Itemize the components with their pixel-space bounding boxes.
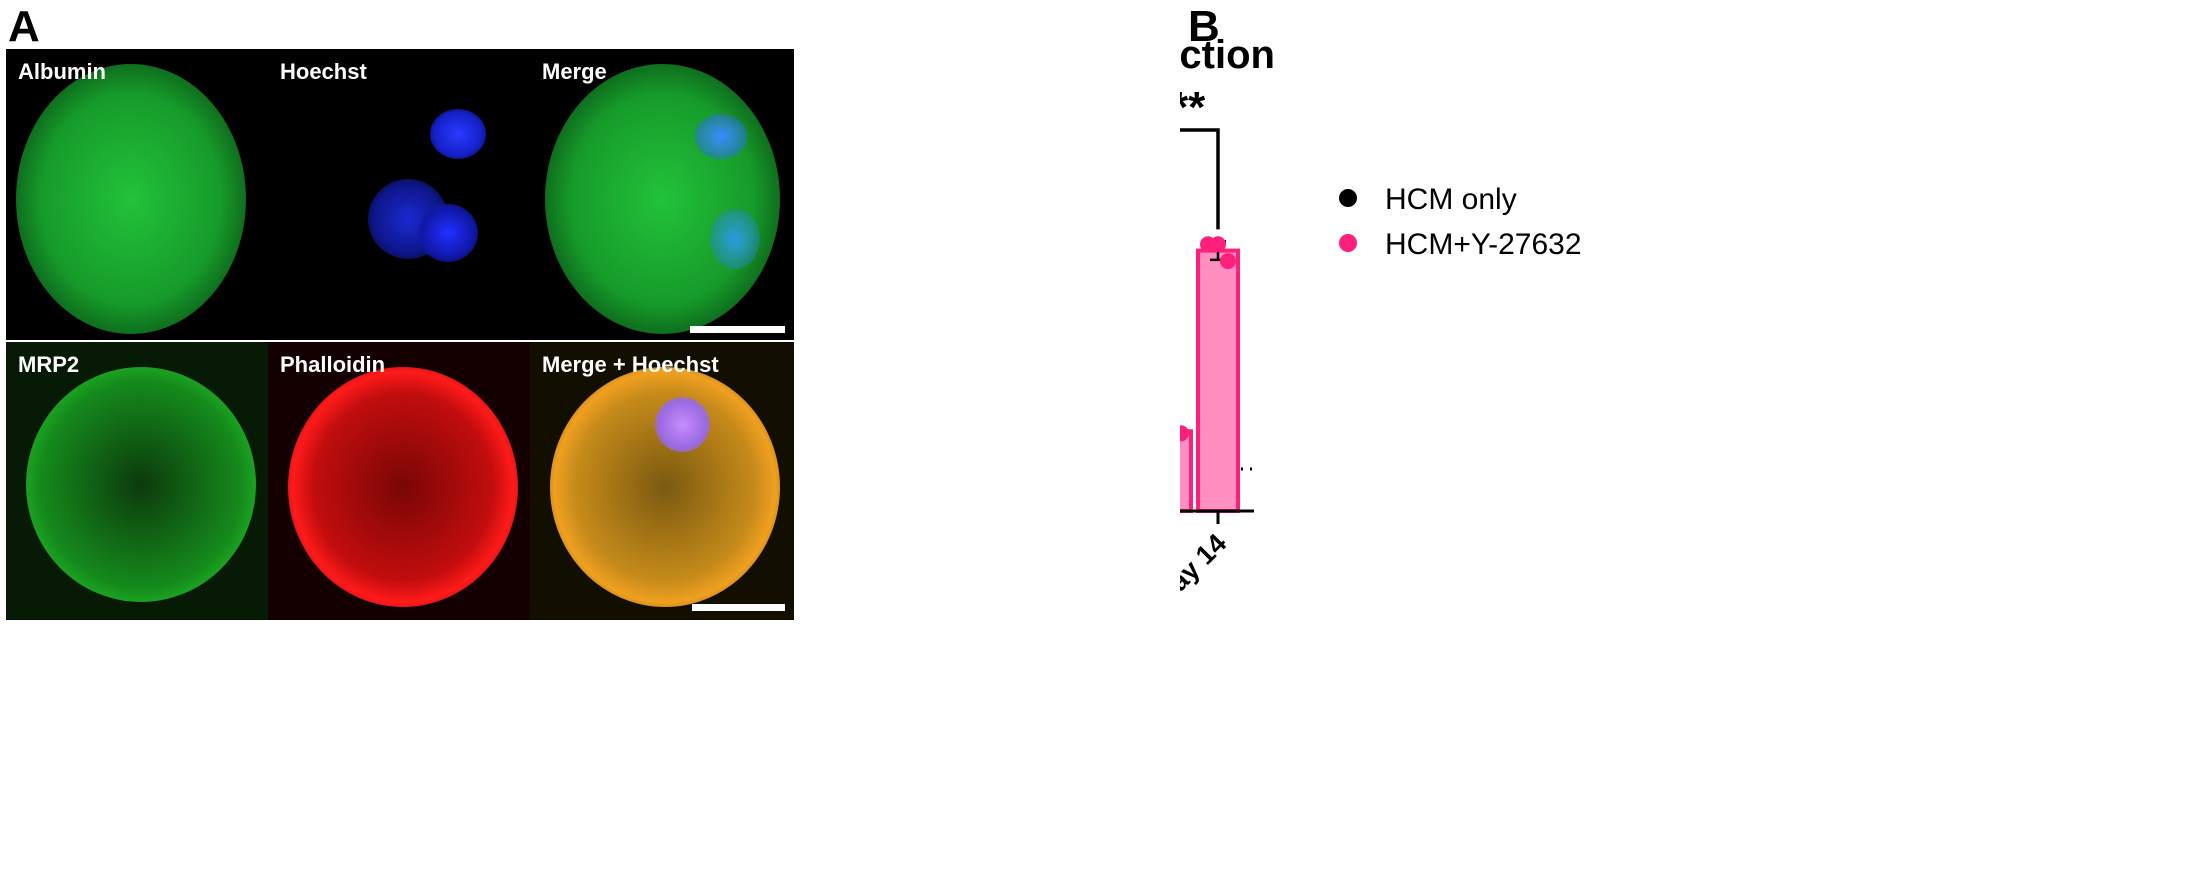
merge-hoechst-micrograph: Merge + Hoechst <box>530 342 794 620</box>
legend-label: HCM+Y-27632 <box>1385 228 1582 261</box>
micrograph-label: Merge + Hoechst <box>542 352 719 377</box>
legend-marker <box>1339 234 1357 252</box>
bar <box>1196 248 1240 513</box>
significance-label: **** <box>1180 83 1206 132</box>
panel-b-letter: B <box>1188 2 1220 51</box>
significance-brackets: ******** <box>1180 83 1220 230</box>
chart-title: Albumin production <box>1180 33 1275 77</box>
legend-label: HCM only <box>1385 183 1517 216</box>
merge-micrograph: Merge <box>530 49 794 340</box>
data-points <box>1180 236 1236 442</box>
micrograph-label: Merge <box>542 59 607 84</box>
phalloidin-micrograph: Phalloidin <box>268 342 530 620</box>
data-point <box>1210 236 1226 253</box>
albumin-production-chart: Albumin production 02468Fold-change vs. … <box>1180 33 1582 611</box>
data-point <box>1180 425 1189 442</box>
mrp2-micrograph: MRP2 <box>6 342 268 620</box>
legend-marker <box>1339 189 1357 207</box>
legend: HCM only HCM+Y-27632 <box>1339 183 1582 261</box>
hoechst-micrograph: Hoechst <box>268 49 530 340</box>
bars <box>1180 248 1240 514</box>
bar <box>1180 429 1193 514</box>
micrograph-label: Albumin <box>18 59 106 84</box>
panel-a-letter: A <box>8 2 40 51</box>
micrograph-label: MRP2 <box>18 352 80 377</box>
micrograph-label: Hoechst <box>280 59 367 84</box>
significance-bracket <box>1180 128 1220 230</box>
x-tick-label: Day 14 <box>1180 528 1232 611</box>
albumin-micrograph: Albumin <box>6 49 268 340</box>
data-point <box>1220 253 1236 270</box>
micrograph-label: Phalloidin <box>280 352 386 377</box>
